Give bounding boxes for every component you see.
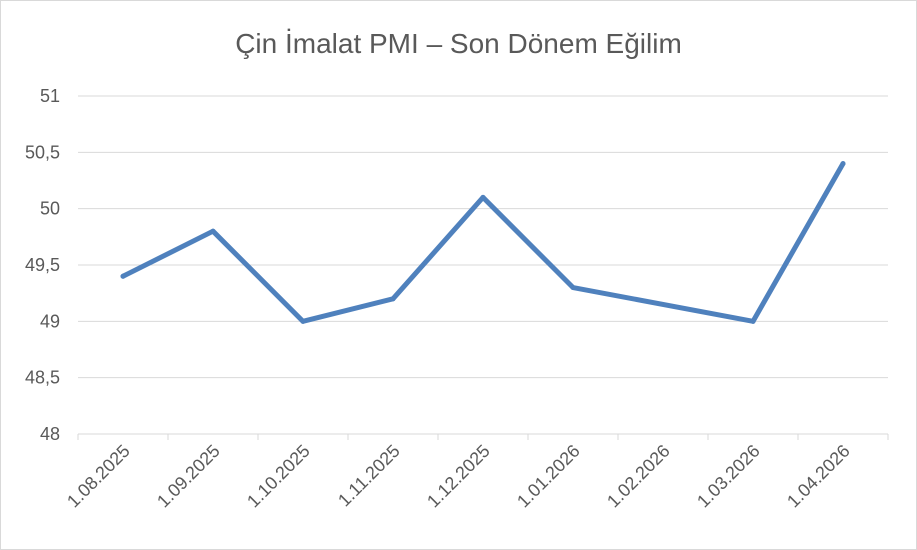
- x-tick-label: 1.01.2026: [513, 441, 584, 512]
- y-tick-label: 50,5: [25, 142, 60, 162]
- x-tick-label: 1.09.2025: [153, 441, 224, 512]
- data-point: [390, 296, 396, 302]
- x-tick-label: 1.10.2025: [243, 441, 314, 512]
- x-tick-label: 1.08.2025: [63, 441, 134, 512]
- y-axis-tick-labels: 48 48,5 49 49,5 50 50,5 51: [25, 86, 60, 444]
- x-axis-tick-labels: 1.08.2025 1.09.2025 1.10.2025 1.11.2025 1.12…: [63, 441, 854, 512]
- x-axis: [77, 433, 889, 440]
- data-point: [120, 273, 126, 279]
- y-tick-label: 50: [40, 199, 60, 219]
- y-tick-label: 48,5: [25, 368, 60, 388]
- x-tick-label: 1.11.2025: [334, 441, 404, 511]
- x-tick-label: 1.12.2025: [423, 441, 494, 512]
- series-line: [120, 161, 846, 324]
- y-tick-label: 51: [40, 86, 60, 106]
- series: [120, 161, 846, 324]
- data-point: [570, 285, 576, 291]
- y-tick-label: 48: [40, 424, 60, 444]
- gridlines: [78, 95, 888, 379]
- data-point: [840, 161, 846, 167]
- chart-title: Çin İmalat PMI – Son Dönem Eğilim: [235, 28, 682, 59]
- data-point: [300, 318, 306, 324]
- data-point: [480, 194, 486, 200]
- x-tick-label: 1.03.2026: [693, 441, 764, 512]
- x-tick-label: 1.02.2026: [603, 441, 674, 512]
- data-point: [750, 318, 756, 324]
- data-point: [210, 228, 216, 234]
- y-tick-label: 49,5: [25, 255, 60, 275]
- x-tick-label: 1.04.2026: [783, 441, 854, 512]
- y-tick-label: 49: [40, 311, 60, 331]
